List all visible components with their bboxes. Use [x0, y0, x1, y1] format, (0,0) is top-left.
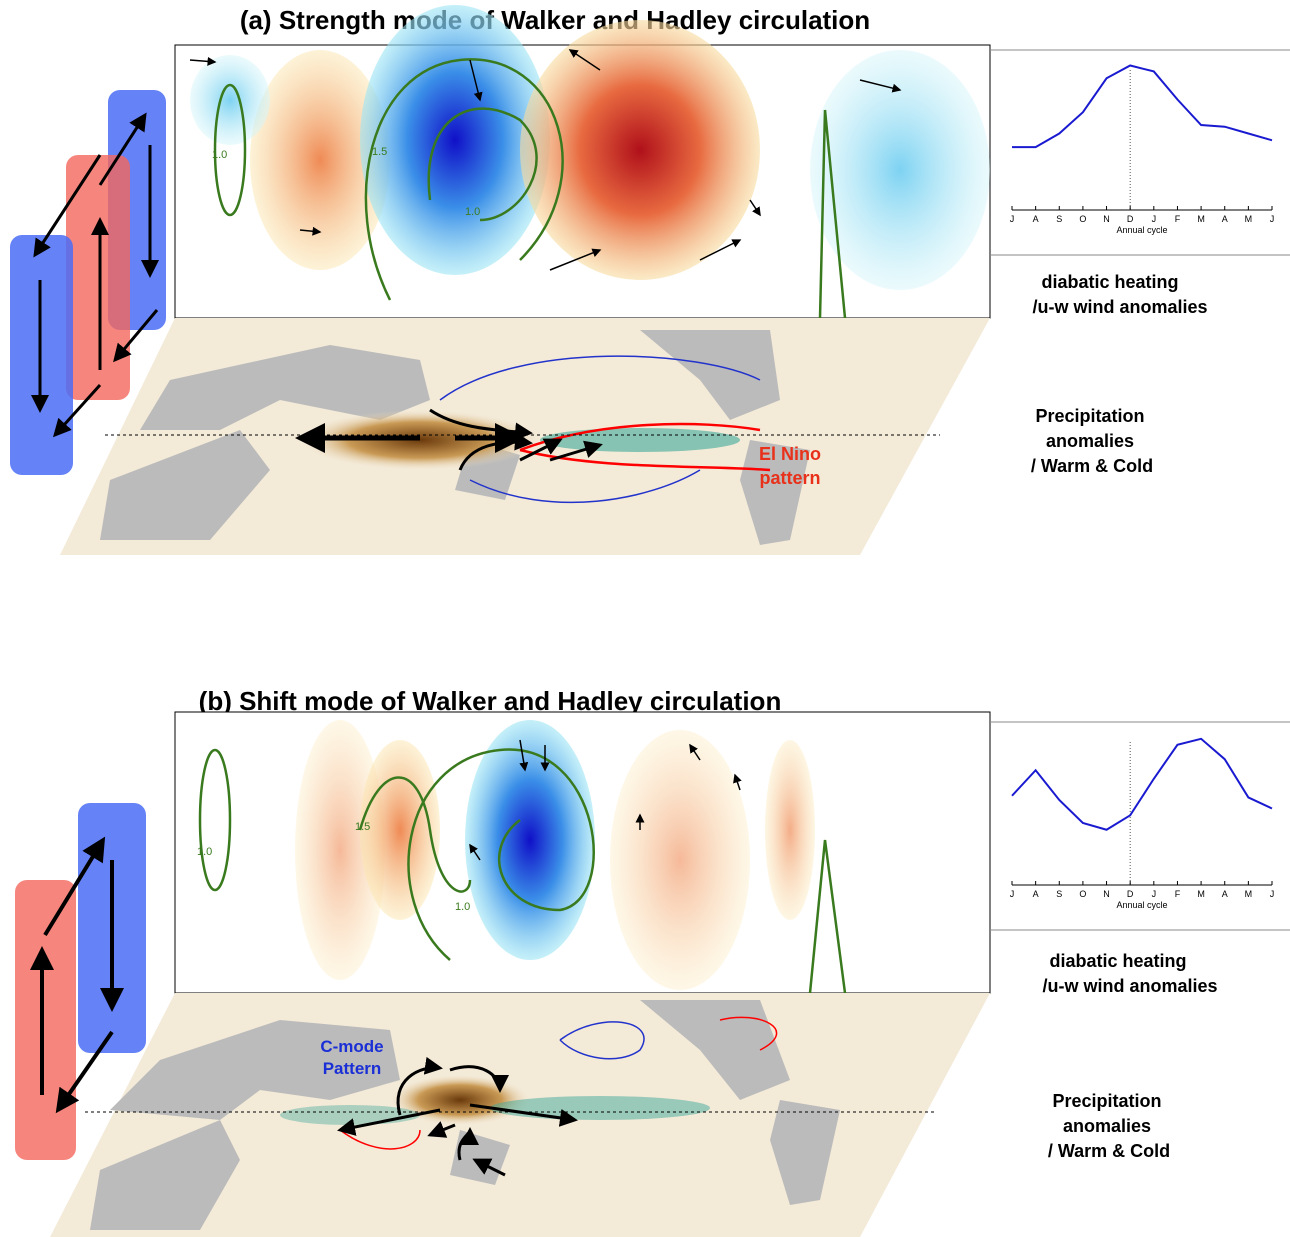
x-tick-label: D — [1127, 889, 1134, 899]
x-tick-label: M — [1197, 889, 1205, 899]
heating-section: 1.0 1.5 1.0 — [174, 711, 991, 994]
x-tick-label: O — [1079, 214, 1086, 224]
line — [1011, 737, 1273, 831]
x-tick-label: D — [1127, 214, 1134, 224]
panel-a: (a) Strength mode of Walker and Hadley c… — [10, 5, 1208, 555]
x-tick-label: J — [1270, 889, 1275, 899]
x-tick-label: M — [1245, 214, 1253, 224]
annotation: C-mode — [320, 1037, 383, 1056]
x-tick-label: J — [1152, 889, 1157, 899]
contour-label: 1.0 — [212, 149, 227, 161]
side-label: / Warm & Cold — [1048, 1141, 1170, 1161]
side-label: diabatic heating — [1049, 951, 1186, 971]
x-tick-label: A — [1222, 889, 1228, 899]
annotation: Pattern — [323, 1059, 382, 1078]
x-tick-label: N — [1103, 214, 1110, 224]
line — [1012, 64, 1273, 149]
side-label: Precipitation — [1035, 406, 1144, 426]
panel-title: (a) Strength mode of Walker and Hadley c… — [240, 5, 870, 35]
panel-b: (b) Shift mode of Walker and Hadley circ… — [15, 686, 1218, 1237]
side-label: anomalies — [1063, 1116, 1151, 1136]
x-tick-label: F — [1175, 889, 1181, 899]
annotation: pattern — [759, 468, 820, 488]
x-tick-label: J — [1010, 889, 1015, 899]
x-tick-label: A — [1033, 214, 1039, 224]
contour-label: 1.0 — [465, 206, 480, 218]
x-axis-label: Annual cycle — [1116, 900, 1167, 910]
map: C-mode Pattern — [50, 993, 990, 1237]
x-tick-label: J — [1010, 214, 1015, 224]
x-tick-label: S — [1056, 889, 1062, 899]
circulation-schematic — [15, 803, 146, 1160]
annotation: El Nino — [759, 444, 821, 464]
side-label: / Warm & Cold — [1031, 456, 1153, 476]
side-label: diabatic heating — [1041, 272, 1178, 292]
contour-label: 1.5 — [355, 821, 370, 833]
side-label: /u-w wind anomalies — [1042, 976, 1217, 996]
x-tick-label: A — [1222, 214, 1228, 224]
map: El Nino pattern — [60, 318, 990, 555]
x-tick-label: J — [1270, 214, 1275, 224]
x-axis-label: Annual cycle — [1116, 225, 1167, 235]
x-tick-label: O — [1079, 889, 1086, 899]
x-tick-label: J — [1152, 214, 1157, 224]
panel-title: (b) Shift mode of Walker and Hadley circ… — [199, 686, 782, 716]
x-tick-label: N — [1103, 889, 1110, 899]
x-tick-label: M — [1245, 889, 1253, 899]
contour-label: 1.5 — [372, 146, 387, 158]
contour-label: 1.0 — [197, 846, 212, 858]
x-tick-label: A — [1033, 889, 1039, 899]
circulation-schematic — [10, 90, 166, 475]
side-label: anomalies — [1046, 431, 1134, 451]
side-label: /u-w wind anomalies — [1032, 297, 1207, 317]
x-tick-label: S — [1056, 214, 1062, 224]
contour-label: 1.0 — [455, 901, 470, 913]
x-tick-label: F — [1175, 214, 1181, 224]
x-tick-label: M — [1197, 214, 1205, 224]
heating-section: 1.0 1.5 1.0 — [174, 5, 991, 319]
side-label: Precipitation — [1052, 1091, 1161, 1111]
